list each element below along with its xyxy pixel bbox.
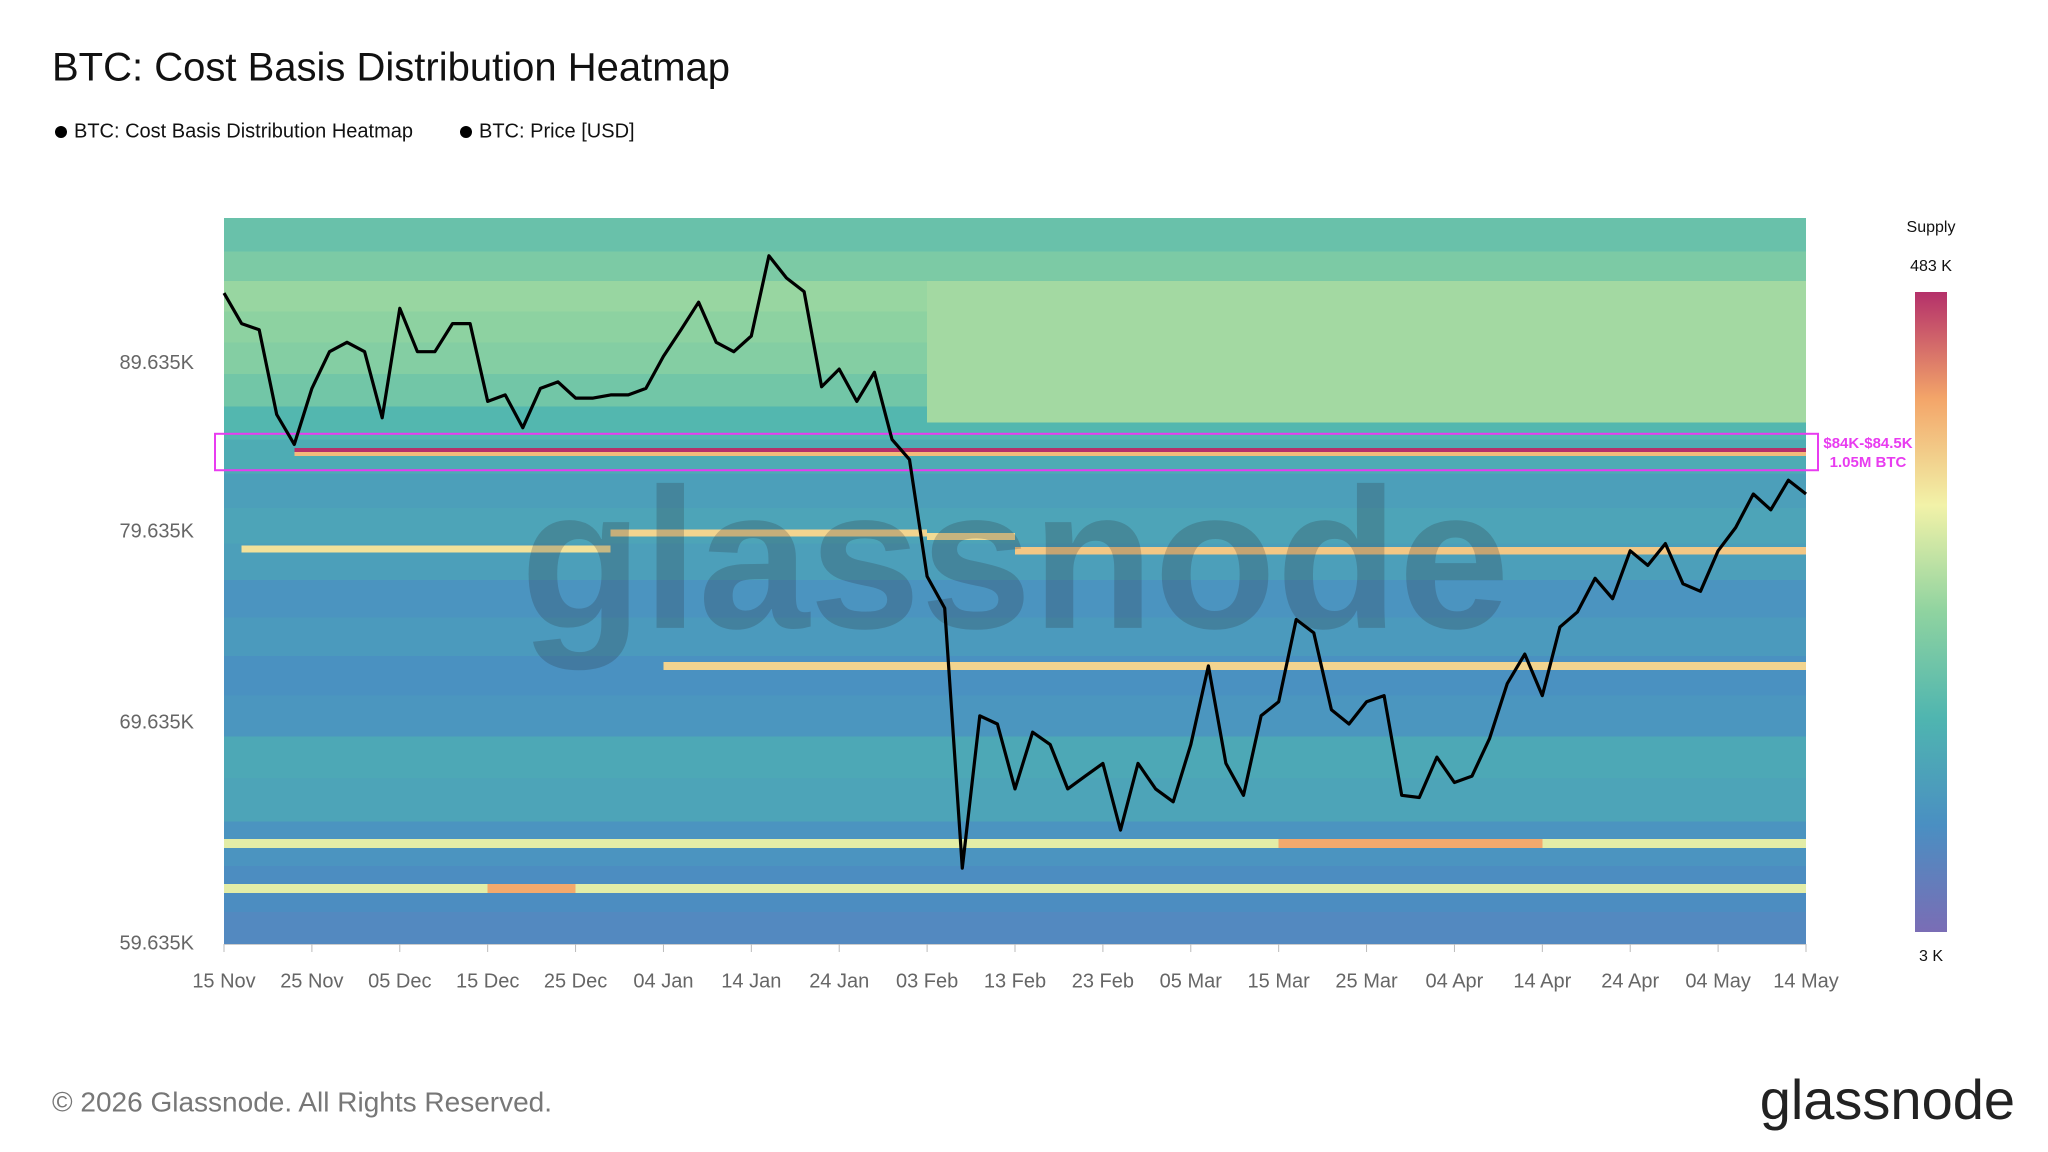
x-tick-label: 14 Jan bbox=[721, 970, 781, 992]
legend-dot bbox=[460, 126, 472, 138]
y-tick-label: 89.635K bbox=[119, 352, 194, 374]
x-tick-label: 14 Apr bbox=[1513, 970, 1571, 992]
colorbar bbox=[1915, 292, 1947, 932]
heatmap-cell bbox=[224, 695, 1806, 737]
price-line bbox=[222, 254, 1807, 870]
legend-label: BTC: Price [USD] bbox=[479, 120, 635, 142]
x-tick-label: 25 Mar bbox=[1335, 970, 1398, 992]
annotation-label: $84K-$84.5K bbox=[1823, 435, 1912, 452]
heatmap-cell bbox=[487, 884, 576, 894]
heatmap-cell bbox=[224, 580, 1806, 618]
heatmap-cell bbox=[294, 452, 1807, 457]
heatmap-cell bbox=[663, 661, 1806, 670]
legend-dot bbox=[55, 126, 67, 138]
heatmap-cell bbox=[224, 911, 1806, 944]
x-tick-label: 24 Jan bbox=[809, 970, 869, 992]
legend: BTC: Cost Basis Distribution Heatmap BTC… bbox=[55, 120, 635, 142]
colorbar-tick-label: 483 K bbox=[1910, 258, 1952, 275]
x-tick-label: 23 Feb bbox=[1072, 970, 1134, 992]
heatmap-cell bbox=[224, 218, 1806, 252]
x-tick-label: 05 Mar bbox=[1160, 970, 1223, 992]
y-tick-label: 59.635K bbox=[119, 932, 194, 954]
chart-title: BTC: Cost Basis Distribution Heatmap bbox=[52, 46, 730, 90]
heatmap-cell bbox=[1015, 547, 1806, 555]
colorbar-tick-label: 3 K bbox=[1919, 948, 1943, 965]
x-tick-label: 04 Apr bbox=[1426, 970, 1484, 992]
heatmap-cell bbox=[224, 473, 1806, 509]
y-tick-label: 79.635K bbox=[119, 521, 194, 543]
x-tick-label: 03 Feb bbox=[896, 970, 958, 992]
plot-area bbox=[224, 218, 1807, 944]
heatmap-cell bbox=[927, 281, 1806, 423]
y-tick-label: 69.635K bbox=[119, 712, 194, 734]
x-tick-label: 15 Dec bbox=[456, 970, 519, 992]
x-tick-label: 25 Nov bbox=[280, 970, 343, 992]
heatmap-cell bbox=[224, 736, 1806, 779]
heatmap-cell bbox=[241, 545, 611, 553]
heatmap-cell bbox=[927, 532, 1015, 541]
heatmap-cell bbox=[224, 439, 1806, 474]
colorbar-title: Supply bbox=[1907, 219, 1956, 236]
x-tick-label: 25 Dec bbox=[544, 970, 607, 992]
heatmap-cell bbox=[224, 884, 1806, 894]
x-tick-label: 05 Dec bbox=[368, 970, 431, 992]
x-tick-label: 15 Nov bbox=[192, 970, 255, 992]
heatmap-cell bbox=[224, 251, 1806, 282]
annotation-label: 1.05M BTC bbox=[1830, 454, 1907, 471]
heatmap-cell bbox=[294, 447, 1807, 453]
heatmap-cell bbox=[224, 838, 1806, 848]
x-tick-label: 04 May bbox=[1685, 970, 1751, 992]
x-tick-label: 04 Jan bbox=[633, 970, 693, 992]
footer: © 2026 Glassnode. All Rights Reserved. bbox=[52, 1086, 552, 1117]
x-tick-label: 14 May bbox=[1773, 970, 1839, 992]
heatmap-cell bbox=[1278, 838, 1543, 848]
logo: glassnode bbox=[1760, 1068, 2015, 1131]
x-tick-label: 15 Mar bbox=[1248, 970, 1311, 992]
annotation-box bbox=[214, 432, 1819, 472]
legend-label: BTC: Cost Basis Distribution Heatmap bbox=[74, 120, 413, 142]
heatmap-cell bbox=[610, 529, 928, 537]
heatmap-cell bbox=[224, 617, 1806, 657]
x-tick-label: 13 Feb bbox=[984, 970, 1046, 992]
x-tick-label: 24 Apr bbox=[1601, 970, 1659, 992]
watermark: glassnode bbox=[520, 448, 1509, 671]
